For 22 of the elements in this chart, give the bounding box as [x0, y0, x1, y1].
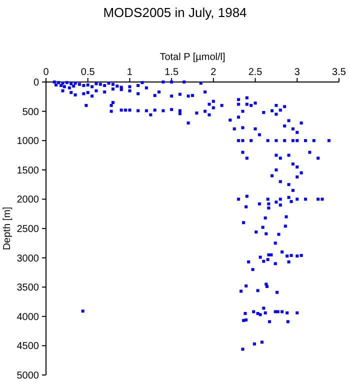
x-tick-label: 2.5: [248, 67, 263, 78]
x-tick-label: 1.5: [164, 67, 179, 78]
x-tick-label: 1: [126, 67, 133, 78]
y-tick-label: 2000: [16, 194, 40, 206]
x-tick-label: 3: [294, 67, 300, 78]
x-axis-title: Total P [µmol/l]: [160, 52, 226, 63]
y-tick-label: 5000: [16, 370, 40, 382]
x-tick-label: 0.5: [80, 67, 96, 78]
y-tick-label: 4500: [16, 341, 40, 352]
y-tick-label: 3000: [16, 253, 40, 264]
y-tick-label: 3500: [16, 282, 40, 294]
x-tick-label: 0: [43, 67, 50, 78]
x-tick-label: 2: [210, 67, 217, 78]
y-tick-label: 0: [33, 78, 40, 88]
y-tick-label: 1000: [16, 136, 40, 148]
y-tick-label: 500: [22, 106, 40, 118]
chart-title: MODS2005 in July, 1984: [103, 5, 247, 20]
y-tick-label: 1500: [16, 165, 40, 176]
y-tick-label: 4000: [16, 312, 40, 323]
y-tick-label: 2500: [16, 224, 40, 235]
x-tick-label: 3.5: [332, 67, 346, 78]
y-axis-title: Depth [m]: [2, 206, 13, 250]
